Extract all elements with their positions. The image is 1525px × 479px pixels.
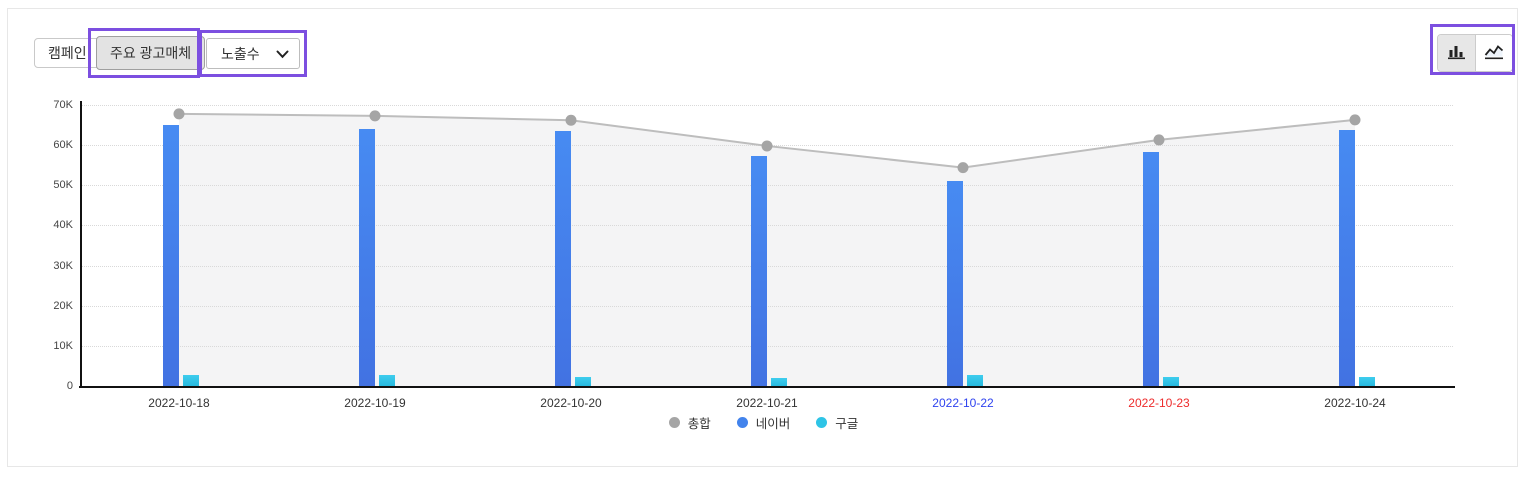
google-bar[interactable]: [183, 374, 199, 386]
gridline: [81, 345, 1453, 347]
gridline: [81, 305, 1453, 307]
legend-color-dot: [736, 417, 748, 428]
x-axis-date-label: 2022-10-21: [736, 396, 798, 410]
gridline: [81, 265, 1453, 267]
total-point[interactable]: [369, 110, 381, 122]
google-bar[interactable]: [1163, 376, 1179, 386]
naver-bar[interactable]: [359, 128, 375, 386]
total-point[interactable]: [761, 140, 773, 152]
y-axis-tick-label: 0: [66, 380, 73, 392]
gridline: [81, 185, 1453, 187]
x-axis-date-label: 2022-10-24: [1324, 396, 1386, 410]
bar-chart-view-button[interactable]: [1438, 35, 1475, 71]
total-point[interactable]: [1349, 114, 1361, 126]
naver-bar[interactable]: [555, 131, 571, 386]
legend-item[interactable]: 네이버: [736, 413, 791, 432]
google-bar[interactable]: [771, 378, 787, 386]
y-axis-tick-label: 20K: [53, 299, 73, 312]
legend-item[interactable]: 총합: [668, 413, 711, 432]
legend-color-dot: [668, 417, 680, 428]
y-axis-tick-label: 40K: [53, 219, 73, 232]
y-axis: [80, 101, 82, 387]
y-axis-tick-label: 50K: [53, 179, 73, 192]
total-point[interactable]: [957, 162, 969, 174]
y-axis-tick-label: 30K: [53, 259, 73, 272]
naver-bar[interactable]: [163, 125, 179, 386]
total-point[interactable]: [1153, 134, 1165, 146]
gridline: [81, 225, 1453, 227]
y-axis-tick-label: 10K: [53, 339, 73, 352]
line-chart-icon: [1484, 43, 1504, 63]
legend-label: 구글: [835, 417, 859, 431]
metric-select[interactable]: 노출수: [206, 38, 300, 69]
gridline: [81, 105, 1453, 106]
naver-bar[interactable]: [1339, 130, 1355, 386]
naver-bar[interactable]: [751, 155, 767, 386]
x-axis-date-label: 2022-10-23: [1128, 396, 1190, 410]
legend-label: 네이버: [755, 417, 791, 431]
metric-select-value: 노출수: [221, 45, 260, 62]
line-chart-view-button[interactable]: [1475, 35, 1512, 71]
google-bar[interactable]: [1359, 376, 1375, 386]
google-bar[interactable]: [379, 375, 395, 386]
total-line: [173, 108, 1361, 174]
x-axis-date-label: 2022-10-18: [148, 396, 210, 410]
bar-chart-icon: [1447, 43, 1466, 63]
legend-label: 총합: [687, 417, 711, 431]
y-axis-tick-label: 70K: [53, 99, 73, 111]
x-axis-date-label: 2022-10-19: [344, 396, 406, 410]
combo-chart: 70K 60K 50K 40K 30K 20K 10K 0 2022-10-18 2022-10-…: [8, 9, 1519, 468]
major-ad-media-tab-button[interactable]: 주요 광고매체: [96, 36, 206, 70]
x-axis-date-label: 2022-10-22: [932, 396, 994, 410]
naver-bar[interactable]: [947, 180, 963, 386]
chart-card: 70K 60K 50K 40K 30K 20K 10K 0 2022-10-18 2022-10-…: [7, 8, 1518, 467]
chart-legend: 총합 네이버 구글: [8, 413, 1519, 432]
google-bar[interactable]: [575, 376, 591, 386]
y-axis-tick-label: 60K: [53, 139, 73, 152]
legend-color-dot: [816, 417, 828, 428]
naver-bar[interactable]: [1143, 151, 1159, 386]
chart-type-toggle: [1437, 34, 1513, 72]
legend-item[interactable]: 구글: [816, 413, 858, 432]
google-bar[interactable]: [967, 374, 983, 386]
total-point[interactable]: [173, 108, 185, 120]
x-axis: [79, 386, 1455, 388]
total-area-fill: [179, 113, 1355, 387]
x-axis-date-label: 2022-10-20: [540, 396, 602, 410]
total-point[interactable]: [565, 114, 577, 126]
chevron-down-icon: [276, 46, 289, 62]
